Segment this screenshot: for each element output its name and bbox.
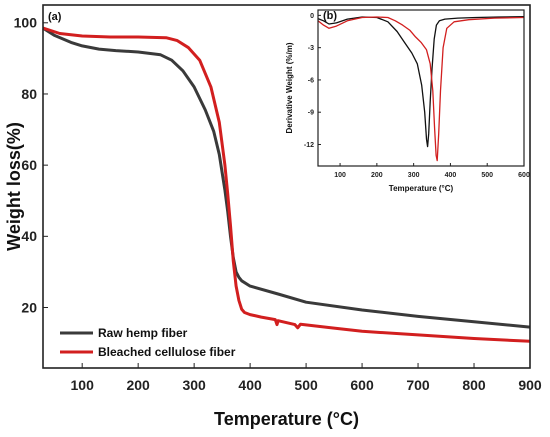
- main-x-tick-label: 100: [71, 377, 95, 393]
- inset-background: [318, 10, 524, 166]
- main-y-axis-title: Weight loss(%): [4, 122, 24, 251]
- inset-x-tick-label: 200: [371, 172, 383, 179]
- inset-x-tick-label: 400: [445, 172, 457, 179]
- main-x-tick-label: 300: [182, 377, 206, 393]
- panel-label-b: (b): [323, 10, 337, 22]
- main-y-tick-label: 80: [21, 86, 37, 102]
- inset-series-line-1: [317, 16, 525, 162]
- inset-plot-frame: [317, 9, 525, 167]
- panel-label-a: (a): [48, 11, 62, 23]
- main-x-tick-label: 200: [126, 377, 150, 393]
- inset-x-tick-label: 100: [334, 172, 346, 179]
- main-axis-ticks: 100 200 300 400 500 600 700 800 900 20 40 60 80 100: [14, 15, 542, 393]
- inset-x-tick-label: 500: [481, 172, 493, 179]
- inset-y-tick-label: -6: [308, 77, 314, 84]
- legend-label-raw-hemp: Raw hemp fiber: [98, 326, 188, 340]
- inset-series-group: [317, 16, 525, 162]
- main-x-axis-title: Temperature (°C): [214, 409, 359, 429]
- main-chart-panel: 100 200 300 400 500 600 700 800 900 20 40 60 80 100 (…: [4, 4, 542, 429]
- main-y-tick-label: 60: [21, 157, 37, 173]
- legend-label-bleached-cellulose: Bleached cellulose fiber: [98, 345, 236, 359]
- main-x-tick-label: 600: [350, 377, 374, 393]
- inset-y-tick-label: -3: [308, 45, 314, 52]
- main-x-tick-label: 400: [238, 377, 262, 393]
- main-y-tick-label: 20: [21, 299, 37, 315]
- inset-y-tick-label: -9: [308, 110, 314, 117]
- inset-y-tick-label: -12: [304, 142, 314, 149]
- legend: Raw hemp fiber Bleached cellulose fiber: [60, 326, 236, 359]
- main-x-tick-label: 500: [294, 377, 318, 393]
- main-x-tick-label: 900: [518, 377, 542, 393]
- main-x-tick-label: 700: [406, 377, 430, 393]
- main-series-group: [42, 26, 531, 343]
- main-x-tick-label: 800: [462, 377, 486, 393]
- main-y-tick-label: 40: [21, 228, 37, 244]
- inset-y-axis-title: Derivative Weight (%/m): [285, 42, 294, 133]
- inset-chart-panel: 100 200 300 400 500 600 0 -3 -6 -9 -12 (b) Tempera…: [285, 9, 530, 193]
- inset-x-axis-title: Temperature (°C): [389, 184, 454, 193]
- inset-series-line-0: [317, 16, 525, 148]
- inset-y-tick-label: 0: [310, 13, 314, 20]
- main-series-line-0: [42, 26, 531, 329]
- main-y-tick-label: 100: [14, 15, 38, 31]
- inset-x-tick-label: 300: [408, 172, 420, 179]
- inset-axis-ticks: 100 200 300 400 500 600 0 -3 -6 -9 -12: [304, 13, 530, 179]
- inset-x-tick-label: 600: [518, 172, 530, 179]
- main-plot-frame: [42, 4, 531, 369]
- main-series-line-1: [42, 26, 531, 343]
